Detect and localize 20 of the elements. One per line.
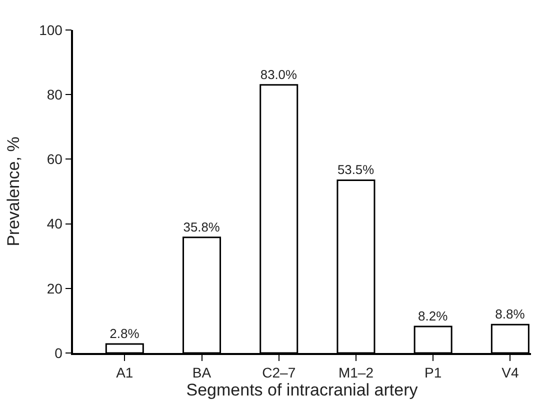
y-tick-label: 40 (46, 216, 63, 232)
x-tick-label: BA (192, 364, 212, 381)
y-axis-title: Prevalence, % (4, 136, 24, 246)
data-label: 8.8% (495, 306, 526, 322)
y-tick-label: 0 (54, 344, 63, 361)
data-label: 2.8% (110, 326, 140, 341)
x-tick-label: P1 (424, 364, 442, 381)
x-axis-title: Segments of intracranial artery (186, 380, 418, 400)
y-tick-label: 100 (39, 22, 63, 38)
x-tick-label: C2–7 (262, 364, 296, 381)
y-tick-label: 20 (46, 280, 63, 296)
data-label: 53.5% (338, 162, 374, 178)
x-tick-label: A1 (116, 364, 134, 381)
y-tick-label: 60 (46, 151, 63, 168)
data-label: 83.0% (260, 66, 297, 82)
x-tick-label: V4 (502, 364, 519, 381)
y-tick-label: 80 (46, 86, 63, 102)
data-label: 8.2% (418, 308, 448, 324)
data-label: 35.8% (183, 219, 220, 234)
x-tick-label: M1–2 (338, 364, 374, 381)
